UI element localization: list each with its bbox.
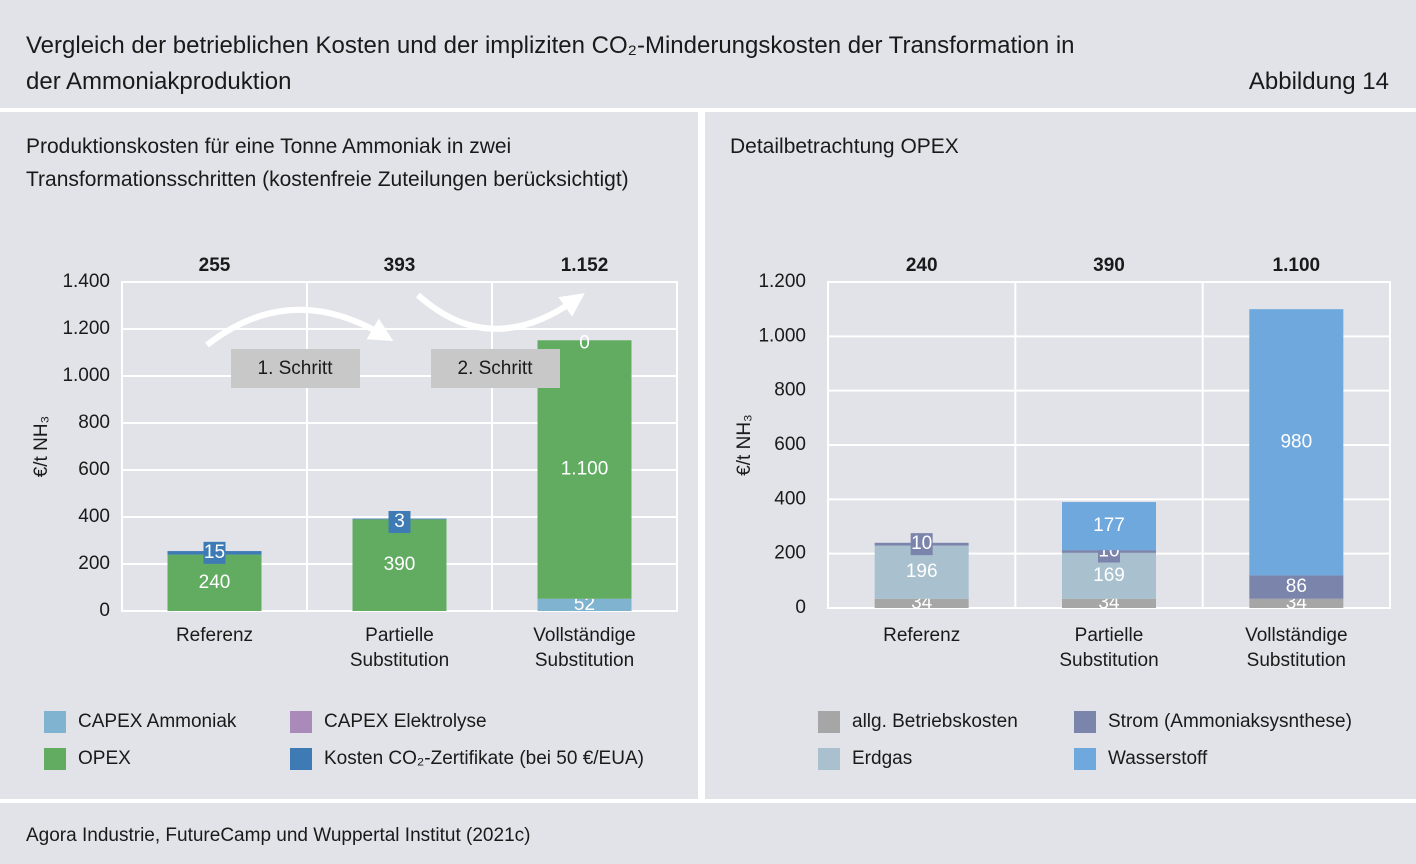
x-tick-label: Referenz	[883, 625, 961, 646]
bar-segment	[537, 598, 632, 611]
y-tick-label: 200	[774, 543, 806, 564]
total-label: 255	[199, 255, 231, 276]
value-label: 980	[1280, 431, 1312, 452]
y-tick-label: 1.000	[758, 325, 806, 346]
legend-swatch	[44, 748, 66, 770]
value-label: 1.100	[561, 459, 609, 480]
x-tick-label: Partielle Substitution	[349, 625, 450, 671]
separator	[0, 799, 1416, 803]
y-axis-label: €/t NH₃	[31, 416, 52, 478]
x-tick-label: Vollständige Substitution	[533, 625, 636, 671]
y-tick-label: 1.400	[62, 271, 110, 292]
value-label: 0	[579, 332, 590, 353]
y-axis-label: €/t NH₃	[734, 414, 755, 476]
y-tick-label: 600	[78, 459, 110, 480]
source: Agora Industrie, FutureCamp und Wupperta…	[26, 825, 531, 846]
label-box	[910, 533, 933, 556]
value-label: 390	[384, 554, 416, 575]
y-tick-label: 600	[774, 434, 806, 455]
label-box	[388, 510, 411, 533]
legend-label: CAPEX Elektrolyse	[324, 711, 487, 732]
annotation-box	[231, 349, 360, 388]
y-tick-label: 400	[774, 488, 806, 509]
legend-label: Erdgas	[852, 748, 912, 769]
x-tick-label: Referenz	[175, 625, 254, 646]
y-tick-label: 200	[78, 553, 110, 574]
separator	[0, 108, 1416, 112]
y-tick-label: 0	[99, 600, 110, 621]
value-label: 10	[911, 533, 932, 554]
value-label: 15	[204, 542, 225, 563]
bar-segment	[1062, 598, 1156, 608]
arrow	[205, 306, 394, 348]
panel-title: Produktionskosten für eine Tonne Ammonia…	[26, 135, 629, 191]
value-label: 86	[1286, 576, 1307, 597]
legend-label: Kosten CO₂-Zertifikate (bei 50 €/EUA)	[324, 748, 644, 769]
total-label: 1.100	[1273, 255, 1321, 276]
legend-label: Wasserstoff	[1108, 748, 1208, 769]
y-tick-label: 1.200	[62, 318, 110, 339]
legend-label: CAPEX Ammoniak	[78, 711, 237, 732]
value-label: 169	[1093, 565, 1125, 586]
separator	[698, 112, 705, 800]
legend-swatch	[290, 711, 312, 733]
legend-label: OPEX	[78, 748, 131, 769]
legend-swatch	[818, 748, 840, 770]
legend-label: allg. Betriebskosten	[852, 711, 1018, 732]
value-label: 196	[906, 561, 938, 582]
bar-segment	[1062, 502, 1156, 551]
x-tick-label: Vollständige Substitution	[1245, 625, 1348, 671]
total-label: 390	[1093, 255, 1125, 276]
total-label: 1.152	[561, 255, 609, 276]
legend-swatch	[1074, 711, 1096, 733]
y-tick-label: 400	[78, 506, 110, 527]
y-tick-label: 1.000	[62, 365, 110, 386]
panel-title: Detailbetrachtung OPEX	[730, 135, 959, 158]
total-label: 240	[906, 255, 938, 276]
y-tick-label: 0	[795, 597, 806, 618]
annotation-box	[431, 349, 560, 388]
y-tick-label: 800	[774, 380, 806, 401]
legend-swatch	[44, 711, 66, 733]
y-tick-label: 1.200	[758, 271, 806, 292]
x-tick-label: Partielle Substitution	[1059, 625, 1159, 671]
arrow	[415, 292, 585, 332]
legend-swatch	[1074, 748, 1096, 770]
value-label: 177	[1093, 515, 1125, 536]
bar-segment	[167, 554, 262, 611]
total-label: 393	[384, 255, 416, 276]
legend-swatch	[290, 748, 312, 770]
bar-segment	[352, 519, 447, 611]
bar-segment	[1249, 598, 1344, 608]
label-box	[203, 541, 226, 564]
annotation: 1. Schritt	[258, 358, 334, 379]
legend-swatch	[818, 711, 840, 733]
value-label: 240	[199, 572, 231, 593]
value-label: 3	[394, 511, 405, 532]
value-label: 52	[574, 594, 595, 615]
legend-label: Strom (Ammoniaksysnthese)	[1108, 711, 1352, 732]
figure-title: Vergleich der betrieblichen Kosten und d…	[26, 32, 1075, 95]
bar-segment	[874, 598, 969, 608]
y-tick-label: 800	[78, 412, 110, 433]
annotation: 2. Schritt	[458, 358, 534, 379]
bar-segment	[1249, 309, 1344, 576]
bar-segment	[1249, 575, 1344, 599]
figure-label: Abbildung 14	[1248, 68, 1389, 95]
